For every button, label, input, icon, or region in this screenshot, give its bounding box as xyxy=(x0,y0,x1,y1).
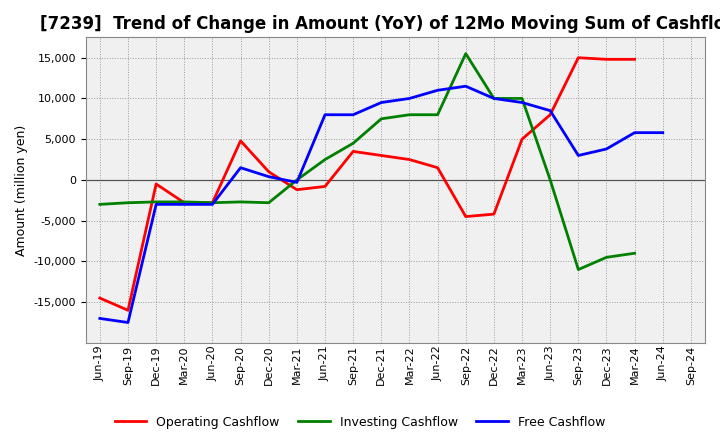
Free Cashflow xyxy=(602,147,611,152)
Free Cashflow xyxy=(518,100,526,105)
Free Cashflow xyxy=(292,180,301,185)
Free Cashflow xyxy=(236,165,245,170)
Free Cashflow xyxy=(152,202,161,207)
Investing Cashflow xyxy=(405,112,414,117)
Free Cashflow xyxy=(208,202,217,207)
Free Cashflow xyxy=(433,88,442,93)
Line: Free Cashflow: Free Cashflow xyxy=(100,86,663,323)
Operating Cashflow xyxy=(208,200,217,205)
Investing Cashflow xyxy=(602,255,611,260)
Operating Cashflow xyxy=(546,112,554,117)
Investing Cashflow xyxy=(433,112,442,117)
Investing Cashflow xyxy=(96,202,104,207)
Operating Cashflow xyxy=(349,149,358,154)
Free Cashflow xyxy=(462,84,470,89)
Investing Cashflow xyxy=(152,199,161,205)
Free Cashflow xyxy=(490,96,498,101)
Free Cashflow xyxy=(349,112,358,117)
Operating Cashflow xyxy=(292,187,301,192)
Operating Cashflow xyxy=(462,214,470,219)
Operating Cashflow xyxy=(180,200,189,205)
Investing Cashflow xyxy=(292,177,301,183)
Investing Cashflow xyxy=(124,200,132,205)
Operating Cashflow xyxy=(124,308,132,313)
Operating Cashflow xyxy=(518,136,526,142)
Line: Operating Cashflow: Operating Cashflow xyxy=(100,58,634,310)
Operating Cashflow xyxy=(602,57,611,62)
Operating Cashflow xyxy=(236,138,245,143)
Investing Cashflow xyxy=(180,199,189,205)
Free Cashflow xyxy=(574,153,582,158)
Investing Cashflow xyxy=(208,200,217,205)
Investing Cashflow xyxy=(490,96,498,101)
Y-axis label: Amount (million yen): Amount (million yen) xyxy=(15,125,28,256)
Investing Cashflow xyxy=(349,141,358,146)
Free Cashflow xyxy=(630,130,639,136)
Operating Cashflow xyxy=(152,181,161,187)
Investing Cashflow xyxy=(264,200,273,205)
Investing Cashflow xyxy=(377,116,386,121)
Investing Cashflow xyxy=(320,157,329,162)
Free Cashflow xyxy=(546,108,554,114)
Free Cashflow xyxy=(96,316,104,321)
Operating Cashflow xyxy=(264,169,273,174)
Free Cashflow xyxy=(659,130,667,136)
Free Cashflow xyxy=(320,112,329,117)
Operating Cashflow xyxy=(574,55,582,60)
Investing Cashflow xyxy=(462,51,470,56)
Free Cashflow xyxy=(377,100,386,105)
Investing Cashflow xyxy=(518,96,526,101)
Operating Cashflow xyxy=(96,295,104,301)
Investing Cashflow xyxy=(630,251,639,256)
Title: [7239]  Trend of Change in Amount (YoY) of 12Mo Moving Sum of Cashflows: [7239] Trend of Change in Amount (YoY) o… xyxy=(40,15,720,33)
Free Cashflow xyxy=(124,320,132,325)
Free Cashflow xyxy=(264,174,273,179)
Investing Cashflow xyxy=(236,199,245,205)
Line: Investing Cashflow: Investing Cashflow xyxy=(100,54,634,270)
Operating Cashflow xyxy=(377,153,386,158)
Free Cashflow xyxy=(180,202,189,207)
Operating Cashflow xyxy=(630,57,639,62)
Investing Cashflow xyxy=(546,177,554,183)
Operating Cashflow xyxy=(490,212,498,217)
Operating Cashflow xyxy=(405,157,414,162)
Legend: Operating Cashflow, Investing Cashflow, Free Cashflow: Operating Cashflow, Investing Cashflow, … xyxy=(110,411,610,434)
Operating Cashflow xyxy=(320,184,329,189)
Operating Cashflow xyxy=(433,165,442,170)
Investing Cashflow xyxy=(574,267,582,272)
Free Cashflow xyxy=(405,96,414,101)
